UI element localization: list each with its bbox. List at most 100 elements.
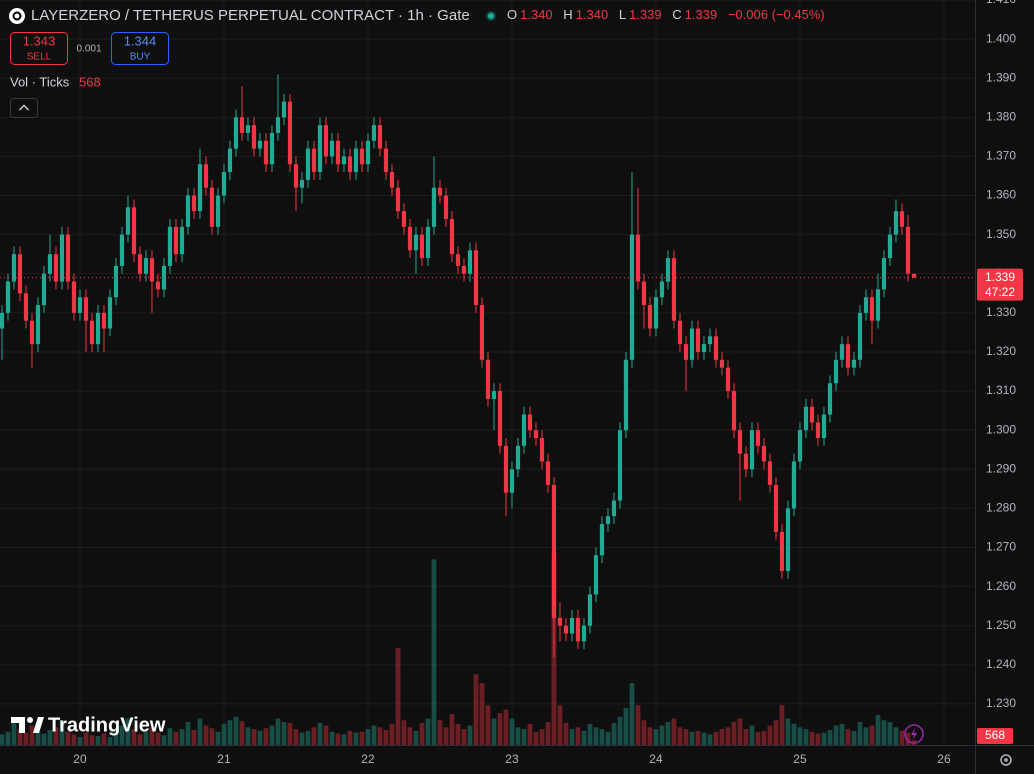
- brand-name: TradingView: [48, 714, 166, 736]
- volume-bar: [95, 736, 101, 745]
- logo-mark: [33, 717, 44, 733]
- candle-body: [821, 414, 827, 439]
- volume-bar: [905, 732, 911, 745]
- y-tick-label: 1.280: [986, 501, 1016, 515]
- candle-body: [515, 445, 521, 470]
- candle-body: [581, 625, 587, 642]
- candle-body: [95, 312, 101, 345]
- volume-bar: [5, 731, 11, 745]
- volume-bar: [179, 729, 185, 745]
- volume-bar: [623, 707, 629, 745]
- volume-bar: [659, 725, 665, 745]
- volume-bar: [761, 730, 767, 745]
- candle-body: [341, 156, 347, 165]
- candle-body: [317, 125, 323, 173]
- volume-bar: [485, 705, 491, 745]
- volume-bar: [563, 722, 569, 745]
- candle-body: [293, 164, 299, 188]
- volume-bar: [653, 729, 659, 745]
- candle-body: [203, 164, 209, 188]
- legend-key: H: [563, 7, 572, 22]
- legend-key: C: [672, 7, 681, 22]
- volume-bar: [215, 731, 221, 745]
- ohlc-legend: O 1.340 H 1.340 L 1.339 C 1.339 −0.006 (−0.4…: [507, 7, 825, 22]
- lightning-button[interactable]: [904, 724, 924, 744]
- candle-body: [665, 258, 671, 282]
- candle-body: [311, 148, 317, 173]
- y-tick-label: 1.270: [986, 540, 1016, 554]
- volume-bar: [359, 731, 365, 745]
- volume-bar: [197, 718, 203, 745]
- candle-body: [623, 359, 629, 431]
- settings-button[interactable]: [1000, 754, 1012, 766]
- x-tick-label: 21: [217, 752, 231, 766]
- candle-body: [443, 195, 449, 220]
- spread: 0.001: [76, 44, 101, 55]
- y-tick-label: 1.300: [986, 422, 1016, 436]
- legend-key: L: [619, 7, 626, 22]
- candle-body: [851, 359, 857, 368]
- candle-body: [647, 305, 653, 329]
- candle-body: [761, 445, 767, 462]
- candle-body: [407, 226, 413, 251]
- candle-body: [467, 250, 473, 274]
- symbol-icon: [9, 8, 25, 24]
- volume-bar: [647, 727, 653, 745]
- candle-body: [713, 336, 719, 360]
- volume-bar: [239, 721, 245, 745]
- candle-body: [899, 211, 905, 227]
- candle-body: [269, 132, 275, 165]
- candle-body: [359, 148, 365, 165]
- volume-bar: [155, 732, 161, 745]
- buy-price: 1.344: [124, 33, 157, 48]
- legend-key: O: [507, 7, 517, 22]
- sell-button[interactable]: [10, 32, 68, 65]
- volume-bar: [749, 725, 755, 745]
- volume-bar: [569, 729, 575, 745]
- volume-bar: [65, 731, 71, 745]
- volume-bar: [203, 725, 209, 745]
- volume-bar: [227, 720, 233, 745]
- volume-bar: [125, 718, 131, 745]
- candle-body: [575, 617, 581, 642]
- volume-bar: [497, 713, 503, 745]
- y-tick-label: 1.310: [986, 383, 1016, 397]
- volume-bar: [407, 727, 413, 745]
- collapse-button[interactable]: [10, 98, 38, 118]
- x-tick-label: 25: [793, 752, 807, 766]
- candle-body: [245, 125, 251, 133]
- volume-bar: [101, 733, 107, 745]
- volume-bar: [785, 718, 791, 745]
- candle-body: [239, 117, 245, 133]
- candle-body: [347, 156, 353, 173]
- volume-bar: [803, 729, 809, 745]
- volume-bar: [173, 731, 179, 745]
- candle-body: [593, 555, 599, 595]
- candle-body: [353, 148, 359, 173]
- candles: [0, 74, 917, 658]
- candle-body: [905, 226, 911, 274]
- candle-body: [797, 430, 803, 462]
- candle-body: [209, 187, 215, 227]
- buy-button[interactable]: [111, 32, 169, 65]
- candle-body: [23, 293, 29, 321]
- candle-body: [401, 211, 407, 227]
- volume-bar: [0, 734, 5, 745]
- volume-bar: [515, 727, 521, 745]
- candle-body: [755, 430, 761, 446]
- candle-body: [629, 234, 635, 360]
- candle-body: [695, 328, 701, 352]
- candle-body: [497, 391, 503, 446]
- volume-bar: [317, 722, 323, 745]
- brand-logo: TradingView: [11, 714, 166, 736]
- sell-price: 1.343: [23, 33, 56, 48]
- candle-body: [707, 336, 713, 345]
- candle-body: [305, 148, 311, 180]
- volume-bar: [341, 734, 347, 745]
- candle-body: [803, 406, 809, 431]
- lightning-icon: [911, 728, 917, 740]
- volume-bar: [887, 722, 893, 745]
- candle-body: [731, 391, 737, 431]
- volume-bar: [53, 727, 59, 745]
- candle-body: [425, 226, 431, 259]
